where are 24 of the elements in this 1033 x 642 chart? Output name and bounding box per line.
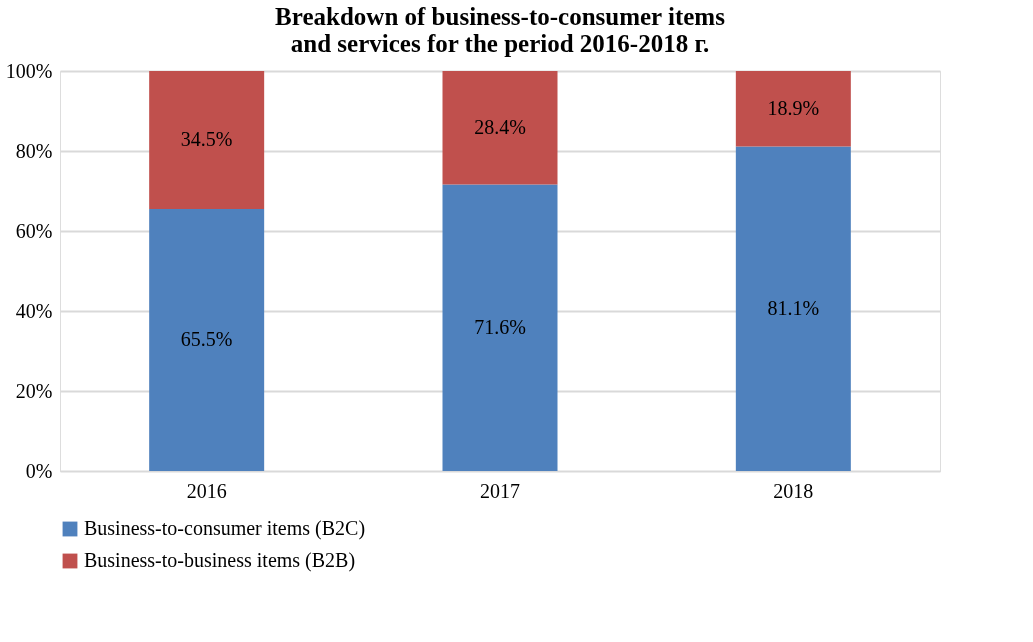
bar: [149, 209, 265, 471]
bar: [735, 146, 851, 471]
y-tick-label: 20%: [15, 379, 53, 402]
data-label: 65.5%: [180, 328, 233, 350]
data-label: 18.9%: [767, 96, 820, 119]
y-tick-label: 60%: [15, 219, 53, 242]
bar: [149, 71, 265, 209]
y-tick-label: 0%: [25, 459, 53, 482]
legend-label: Business-to-business items (B2B): [84, 549, 356, 572]
bar: [442, 184, 558, 471]
data-label: 34.5%: [180, 128, 233, 150]
x-tick-label: 2016: [186, 479, 227, 502]
y-tick-label: 80%: [15, 139, 53, 162]
y-tick-label: 40%: [15, 299, 53, 322]
data-label: 71.6%: [474, 315, 526, 338]
x-tick-label: 2018: [773, 479, 814, 502]
bar: [442, 71, 558, 185]
x-tick-label: 2017: [480, 479, 520, 502]
y-tick-label: 100%: [5, 59, 53, 82]
data-label: 28.4%: [474, 115, 526, 138]
data-label: 81.1%: [767, 296, 820, 319]
legend-label: Business-to-consumer items (B2C): [84, 517, 366, 540]
chart-title: Breakdown of business-to-consumer items and services for the period 2016-2018 г.: [275, 3, 726, 57]
bar: [735, 71, 851, 147]
